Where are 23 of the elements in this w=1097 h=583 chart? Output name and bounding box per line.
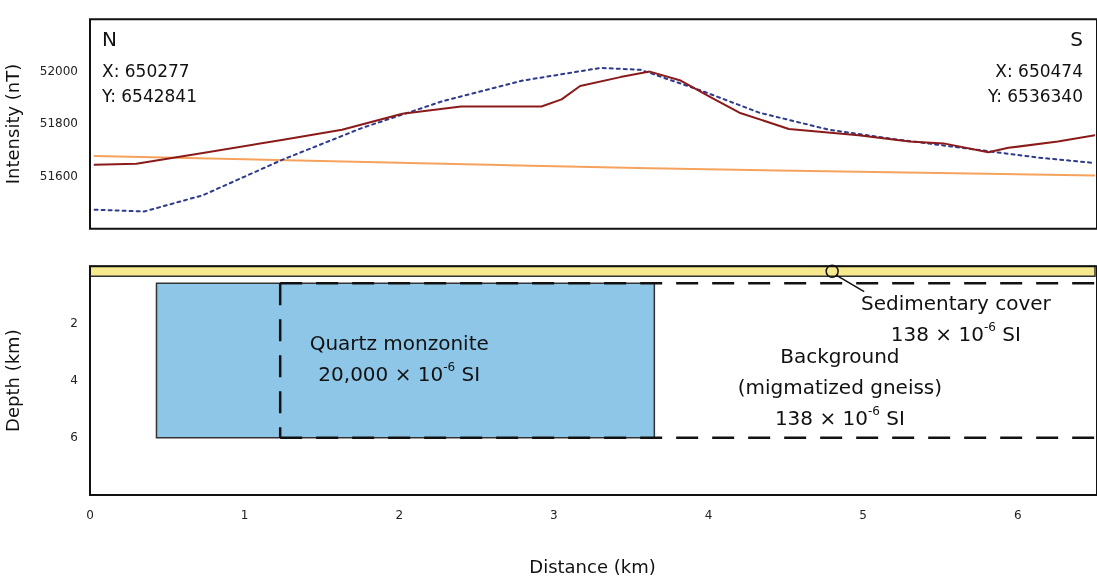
- annotation: X: 650277: [102, 60, 190, 81]
- y-tick-label: 51800: [39, 116, 78, 131]
- x-tick-label: 5: [859, 508, 867, 523]
- x-tick-label: 2: [395, 508, 404, 523]
- annotation: N: [102, 27, 117, 52]
- x-axis-title: Distance (km): [529, 555, 656, 577]
- y-tick-label: 52000: [39, 63, 78, 78]
- x-tick-label: 1: [240, 508, 249, 523]
- y-axis-title: Depth (km): [2, 329, 24, 432]
- line-series: [93, 66, 1095, 213]
- annotation: Y: 6536340: [987, 85, 1084, 106]
- x-tick-label: 4: [704, 508, 713, 523]
- y-tick-label: 51600: [39, 168, 78, 183]
- y-tick-label: 6: [70, 429, 78, 444]
- x-tick-label: 3: [550, 508, 558, 523]
- y-axis-title: Intensity (nT): [2, 63, 24, 185]
- annotation: X: 650474: [995, 60, 1084, 81]
- x-tick-label: 0: [86, 508, 94, 523]
- annotation: Y: 6542841: [101, 85, 197, 106]
- annotation: S: [1070, 27, 1084, 52]
- y-tick-label: 2: [70, 315, 78, 330]
- x-tick-label: 6: [1013, 508, 1022, 523]
- y-tick-label: 4: [70, 372, 78, 387]
